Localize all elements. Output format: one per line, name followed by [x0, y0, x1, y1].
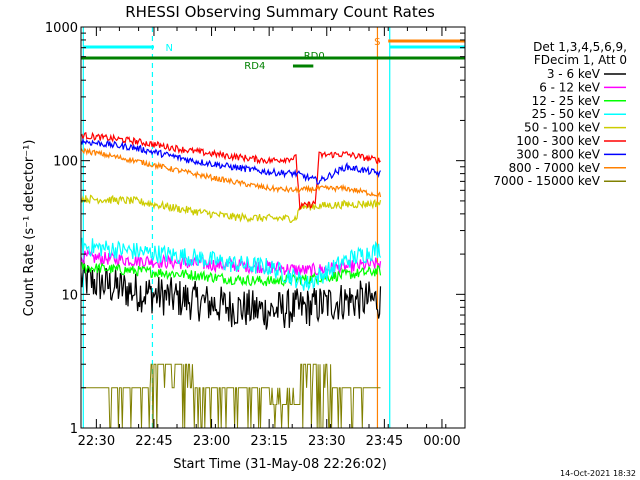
series-line	[81, 237, 382, 292]
x-tick-label: 23:15	[250, 434, 287, 449]
y-tick-label: 1	[70, 422, 78, 437]
x-tick-label: 23:45	[366, 434, 403, 449]
legend-entry: 300 - 800 keV	[516, 147, 600, 161]
legend-entry: 100 - 300 keV	[516, 134, 600, 148]
series-line	[81, 147, 382, 199]
series-line	[81, 363, 381, 428]
series-line	[81, 137, 382, 186]
legend-entry: 6 - 12 keV	[539, 80, 601, 94]
y-tick-label: 100	[53, 155, 78, 170]
x-tick-label: 23:00	[193, 434, 230, 449]
legend-entry: 800 - 7000 keV	[509, 161, 601, 175]
y-axis-label: Count Rate (s⁻¹ detector⁻¹)	[22, 140, 37, 317]
x-tick-label: 23:30	[308, 434, 345, 449]
y-tick-label: 1000	[45, 21, 78, 36]
x-tick-label: 22:30	[78, 434, 115, 449]
series-line	[81, 194, 382, 224]
legend-header: FDecim 1, Att 0	[534, 53, 627, 67]
x-axis-label: Start Time (31-May-08 22:26:02)	[173, 457, 387, 472]
legend-entry: 50 - 100 keV	[524, 121, 601, 135]
flag-label: RD4	[244, 61, 265, 72]
x-tick-label: 22:45	[135, 434, 172, 449]
flag-label: RD0	[304, 51, 325, 62]
flag-label: S	[374, 37, 380, 48]
legend-entry: 25 - 50 keV	[532, 107, 601, 121]
legend-entry: 7000 - 15000 keV	[493, 174, 600, 188]
legend-entry: 3 - 6 keV	[547, 67, 601, 81]
series-line	[81, 131, 381, 211]
plot-frame	[80, 26, 466, 429]
legend-entry: 12 - 25 keV	[532, 94, 601, 108]
series-line	[81, 259, 382, 330]
y-tick-label: 10	[61, 288, 78, 303]
series-line	[81, 262, 382, 287]
flag-label: N	[165, 43, 172, 54]
timestamp: 14-Oct-2021 18:32	[560, 469, 636, 478]
chart-title: RHESSI Observing Summary Count Rates	[125, 3, 435, 21]
x-tick-label: 00:00	[423, 434, 460, 449]
legend-header: Det 1,3,4,5,6,9,	[533, 40, 627, 54]
